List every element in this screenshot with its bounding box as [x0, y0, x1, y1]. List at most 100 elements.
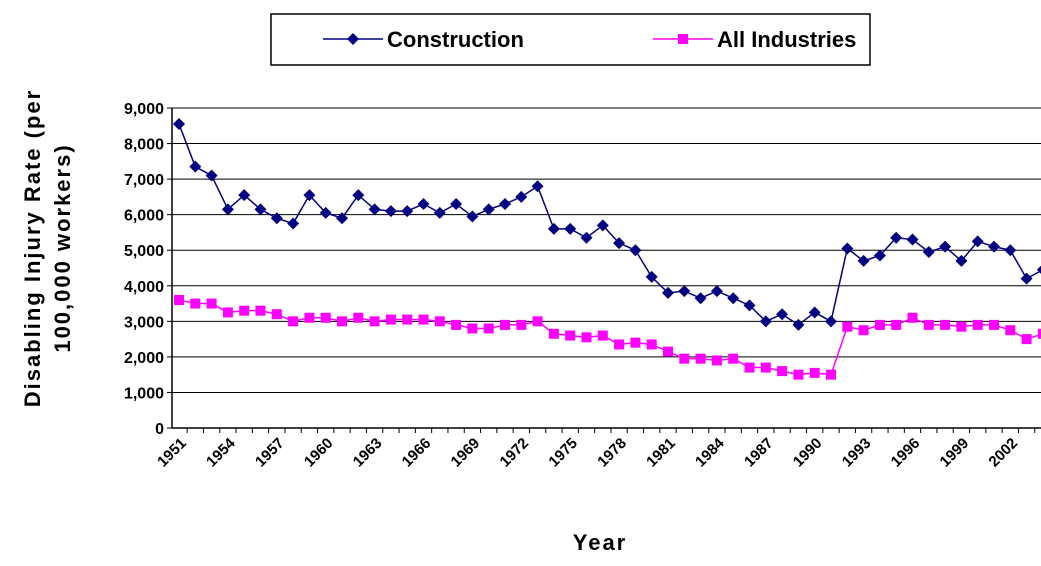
data-point	[270, 212, 283, 225]
data-point	[646, 339, 657, 350]
data-point	[516, 319, 527, 330]
y-axis-label: Disabling Injury Rate (per	[20, 89, 45, 408]
data-point	[288, 316, 299, 327]
data-point	[826, 369, 836, 380]
x-tick-label: 1990	[790, 435, 826, 471]
data-point	[710, 285, 723, 298]
data-point	[303, 189, 316, 202]
data-point	[238, 189, 251, 202]
y-tick-label: 0	[155, 421, 164, 438]
data-point	[614, 339, 625, 350]
data-point	[352, 189, 365, 202]
data-point	[189, 160, 202, 173]
y-tick-label: 3,000	[124, 314, 164, 331]
data-point	[663, 346, 673, 357]
data-point	[417, 198, 430, 210]
data-point	[1004, 244, 1017, 257]
data-point	[483, 323, 494, 334]
data-point	[255, 305, 266, 316]
data-point	[580, 231, 593, 244]
data-point	[857, 254, 870, 267]
data-point	[743, 299, 756, 312]
data-point	[694, 292, 707, 305]
data-point	[467, 323, 478, 334]
data-point	[547, 222, 560, 235]
x-tick-label: 1978	[594, 435, 630, 471]
data-point	[759, 315, 772, 328]
data-point	[923, 319, 934, 330]
data-point	[1021, 334, 1032, 345]
data-point	[597, 330, 608, 341]
data-point	[337, 316, 347, 327]
data-point	[971, 235, 984, 248]
data-point	[222, 307, 233, 318]
data-point	[907, 312, 918, 323]
data-point	[890, 231, 903, 244]
data-point	[874, 319, 885, 330]
data-point	[254, 203, 267, 216]
data-point	[1020, 272, 1033, 285]
data-point	[989, 319, 999, 330]
x-tick-label: 1969	[448, 435, 484, 471]
data-point	[760, 362, 771, 373]
data-point	[434, 316, 445, 327]
data-point	[433, 206, 446, 219]
data-point	[206, 298, 217, 309]
data-point	[825, 315, 837, 328]
data-point	[205, 169, 218, 182]
data-point	[451, 319, 462, 330]
data-point	[679, 353, 690, 364]
data-point	[891, 319, 902, 330]
data-point	[531, 180, 544, 193]
x-tick-label: 1975	[545, 435, 581, 471]
x-tick-label: 1966	[399, 435, 435, 471]
data-point	[581, 332, 592, 343]
data-point	[858, 325, 869, 336]
data-point	[287, 217, 300, 230]
y-axis-label: 100,000 workers)	[50, 143, 75, 352]
data-point	[271, 309, 282, 320]
data-point	[922, 246, 935, 258]
x-tick-label: 1987	[741, 435, 777, 471]
x-tick-label: 1993	[839, 435, 875, 471]
data-point	[1005, 325, 1016, 336]
data-point	[906, 233, 919, 246]
data-point	[809, 367, 820, 378]
data-point	[613, 237, 626, 250]
series-line	[178, 299, 1041, 376]
data-point	[174, 295, 184, 305]
y-tick-label: 2,000	[124, 350, 164, 367]
data-point	[955, 254, 968, 267]
legend-label: Construction	[387, 27, 524, 52]
data-point	[402, 314, 413, 325]
legend-marker	[347, 33, 359, 45]
y-tick-label: 4,000	[124, 279, 164, 296]
data-point	[418, 314, 429, 325]
data-point	[776, 308, 789, 321]
x-tick-label: 1963	[350, 435, 386, 471]
data-point	[793, 369, 804, 380]
data-point	[320, 312, 331, 323]
y-tick-label: 7,000	[124, 172, 164, 189]
x-tick-label: 2002	[986, 435, 1022, 471]
legend-label: All Industries	[717, 27, 856, 52]
data-point	[450, 198, 463, 210]
data-point	[466, 210, 479, 223]
data-point	[384, 205, 397, 218]
data-point	[678, 285, 691, 298]
data-point	[532, 316, 543, 327]
data-point	[353, 312, 364, 323]
data-point	[368, 203, 381, 216]
data-point	[548, 328, 559, 339]
x-tick-label: 1960	[301, 435, 337, 471]
y-tick-label: 8,000	[124, 137, 164, 154]
data-point	[728, 353, 739, 364]
data-point	[499, 198, 511, 210]
data-point	[841, 242, 854, 255]
x-tick-label: 1999	[937, 435, 973, 471]
data-point	[629, 244, 642, 257]
data-point	[1037, 328, 1041, 339]
x-tick-label: 1954	[203, 434, 239, 470]
data-point	[956, 321, 967, 332]
